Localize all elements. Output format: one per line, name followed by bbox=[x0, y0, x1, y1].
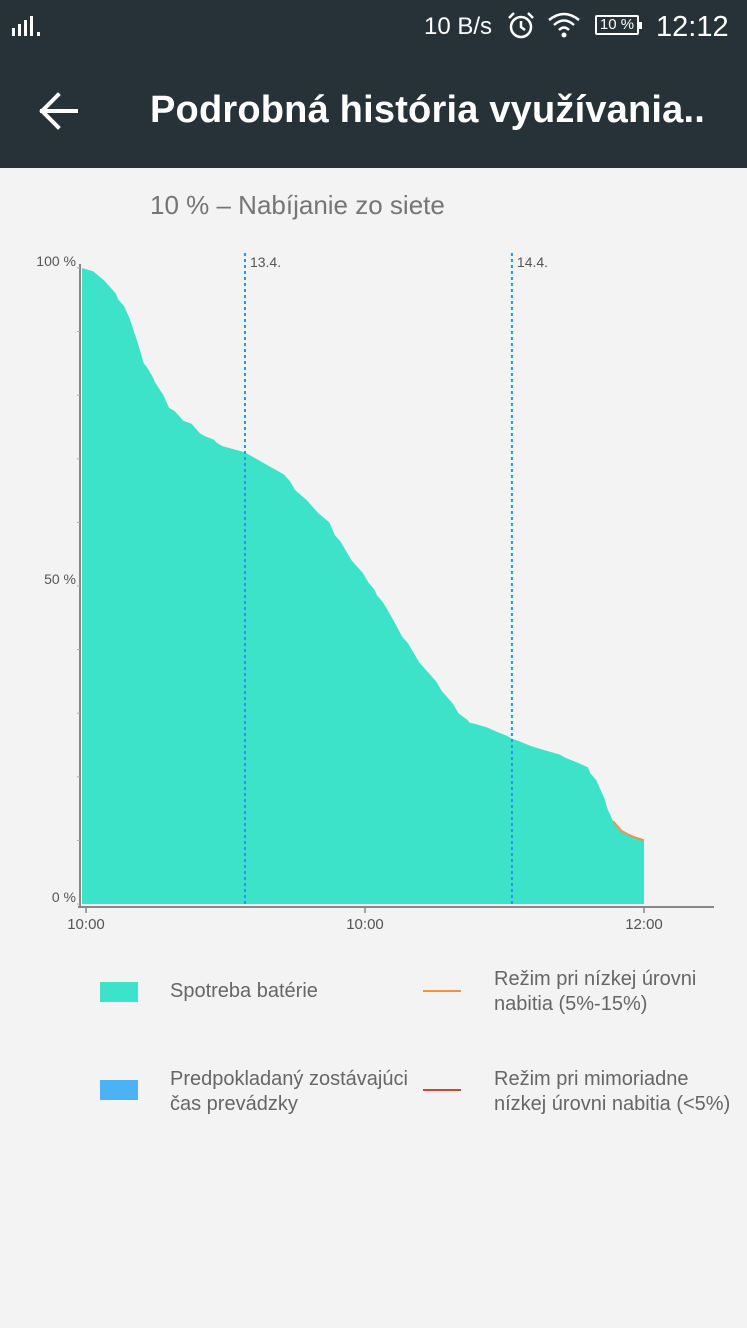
legend-label-critical-mode-2: nízkej úrovni nabitia (<5%) bbox=[494, 1093, 731, 1115]
y-tick-label: 0 % bbox=[52, 889, 76, 905]
y-tick-label: 50 % bbox=[44, 571, 76, 587]
x-tick-label: 10:00 bbox=[67, 916, 105, 933]
legend-label-predicted-2: čas prevádzky bbox=[170, 1093, 298, 1115]
y-tick-label: 100 % bbox=[36, 253, 76, 269]
x-tick-label: 12:00 bbox=[625, 916, 663, 933]
x-tick-label: 10:00 bbox=[346, 916, 384, 933]
legend-line-critical-mode bbox=[423, 1089, 461, 1091]
battery-status-text: 10 % – Nabíjanie zo siete bbox=[150, 190, 445, 220]
low-mode-segment bbox=[612, 820, 645, 842]
page-title: Podrobná história využívania.. bbox=[150, 89, 706, 131]
battery-icon: 10 % bbox=[595, 15, 642, 35]
clock: 12:12 bbox=[656, 11, 729, 43]
day-marker-label: 14.4. bbox=[517, 254, 548, 270]
signal-icon bbox=[12, 14, 46, 43]
legend-label-consumption: Spotreba batérie bbox=[170, 980, 318, 1002]
legend-label-low-mode-2: nabitia (5%-15%) bbox=[494, 993, 648, 1015]
legend-swatch-consumption bbox=[100, 982, 138, 1002]
app-bar: Podrobná história využívania.. bbox=[0, 55, 747, 168]
alarm-icon bbox=[506, 11, 536, 46]
network-speed: 10 B/s bbox=[424, 13, 493, 40]
legend-label-low-mode-1: Režim pri nízkej úrovni bbox=[494, 968, 697, 990]
battery-usage-chart: 13.4. 14.4. 100 % 50 % 0 % 10:00 10:00 12:00 bbox=[36, 253, 714, 933]
legend-label-predicted-1: Predpokladaný zostávajúci bbox=[170, 1068, 408, 1090]
legend-label-critical-mode-1: Režim pri mimoriadne bbox=[494, 1068, 689, 1090]
consumption-area bbox=[82, 268, 644, 904]
legend-line-low-mode bbox=[423, 990, 461, 992]
wifi-icon bbox=[547, 12, 581, 43]
arrow-back-icon[interactable] bbox=[38, 91, 82, 131]
status-bar: 10 B/s 10 % 12:12 bbox=[0, 0, 747, 55]
day-marker-label: 13.4. bbox=[250, 254, 281, 270]
legend-swatch-predicted bbox=[100, 1080, 138, 1100]
